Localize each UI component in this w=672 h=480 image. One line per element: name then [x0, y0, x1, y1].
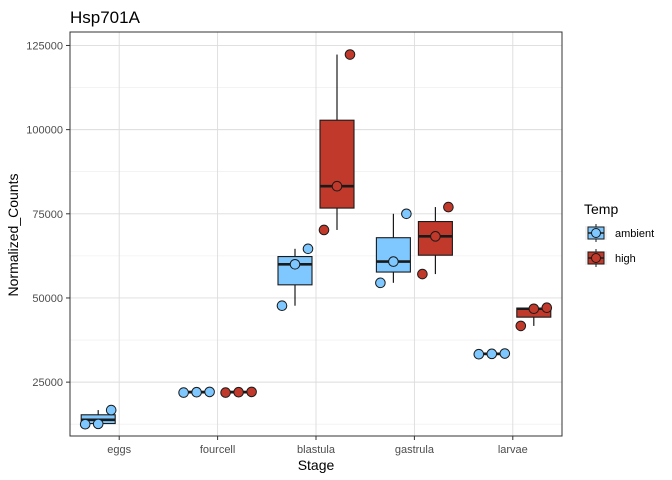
grid-lines	[70, 32, 562, 436]
legend-key-point	[591, 253, 601, 263]
x-axis-title: Stage	[298, 457, 335, 473]
box-high-gastrula	[417, 207, 453, 275]
point-ambient-eggs	[79, 418, 91, 430]
x-tick-label: fourcell	[200, 444, 235, 456]
x-tick-label: eggs	[107, 444, 131, 456]
point-high-fourcell	[233, 386, 244, 398]
box-body	[319, 119, 355, 209]
y-tick-label: 75000	[32, 209, 63, 221]
point-high-blastula	[331, 180, 343, 192]
chart-title: Hsp701A	[70, 8, 141, 27]
point-ambient-blastula	[302, 243, 314, 255]
point-high-fourcell	[246, 386, 257, 398]
point-ambient-gastrula	[388, 256, 399, 267]
legend-label: ambient	[615, 228, 654, 240]
point-ambient-blastula	[276, 300, 288, 312]
point-ambient-eggs	[105, 404, 117, 416]
y-axis-ticks: 25000 50000 75000 100000 125000	[26, 40, 70, 389]
point-ambient-fourcell	[178, 387, 189, 398]
legend-entry-high: high	[585, 249, 636, 267]
point-high-gastrula	[430, 231, 441, 242]
y-tick-label: 25000	[32, 377, 63, 389]
y-axis-title: Normalized_Counts	[5, 174, 21, 297]
point-high-larvae	[541, 302, 553, 314]
point-ambient-fourcell	[204, 386, 215, 398]
point-ambient-larvae	[473, 348, 485, 360]
point-high-fourcell	[220, 387, 231, 398]
x-axis-ticks: eggs fourcell blastula gastrula larvae	[107, 436, 528, 456]
legend-entry-ambient: ambient	[585, 224, 654, 242]
legend-key-point	[591, 228, 601, 238]
legend: Temp ambient high	[584, 201, 654, 267]
data-points	[79, 49, 553, 430]
x-tick-label: blastula	[297, 444, 336, 456]
x-tick-label: gastrula	[395, 444, 435, 456]
point-high-larvae	[515, 320, 527, 332]
box-body	[417, 220, 453, 256]
point-ambient-fourcell	[191, 386, 202, 398]
point-high-gastrula	[417, 268, 428, 280]
point-ambient-larvae	[486, 348, 498, 360]
point-high-larvae	[528, 303, 540, 315]
legend-title: Temp	[584, 201, 618, 217]
point-high-blastula	[318, 224, 330, 236]
point-high-gastrula	[443, 201, 454, 213]
point-ambient-larvae	[499, 348, 511, 359]
x-tick-label: larvae	[498, 444, 528, 456]
y-tick-label: 100000	[26, 125, 63, 137]
y-tick-label: 50000	[32, 293, 63, 305]
legend-label: high	[615, 253, 636, 265]
y-tick-label: 125000	[26, 40, 63, 52]
point-ambient-eggs	[92, 418, 104, 430]
point-ambient-blastula	[289, 259, 301, 270]
point-ambient-gastrula	[401, 208, 412, 220]
point-ambient-gastrula	[375, 277, 386, 289]
box-high-blastula	[319, 54, 355, 230]
point-high-blastula	[344, 49, 356, 60]
